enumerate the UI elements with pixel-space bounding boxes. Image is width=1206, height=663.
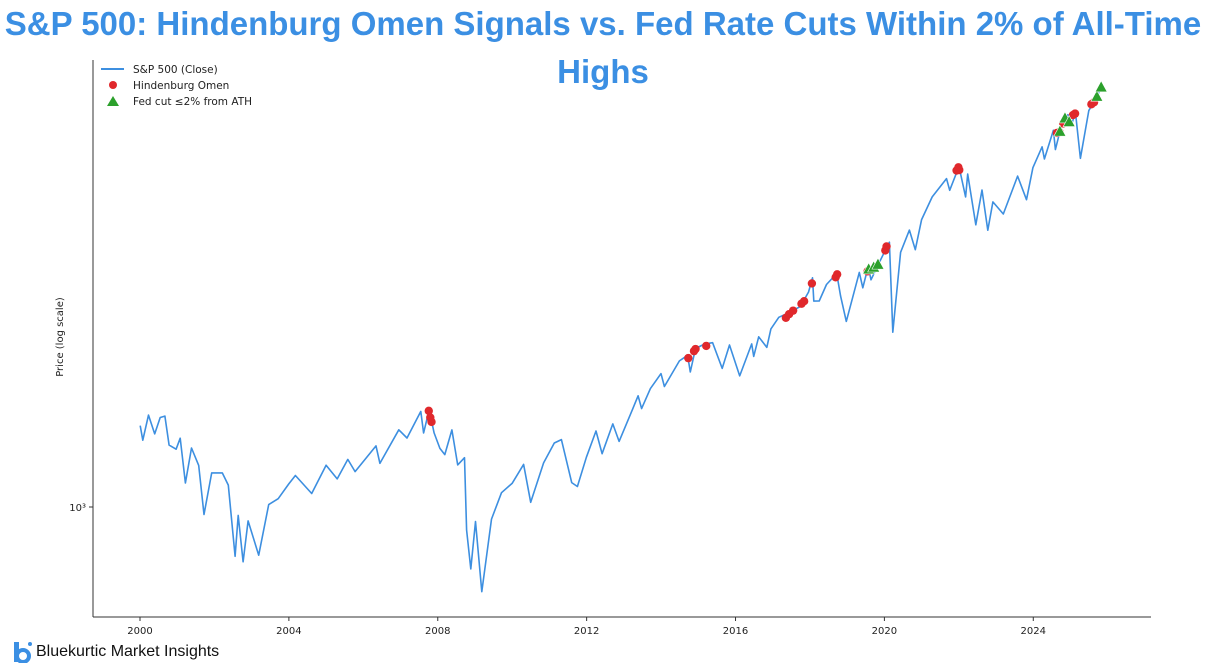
x-tick-label: 2024 [1021, 626, 1046, 637]
legend-label-omen: Hindenburg Omen [133, 80, 229, 92]
brand-name: Bluekurtic Market Insights [36, 642, 220, 660]
legend-label-fed-cut: Fed cut ≤2% from ATH [133, 96, 252, 108]
omen-point [427, 417, 436, 427]
omen-point [832, 270, 842, 279]
omen-point [702, 341, 711, 351]
omen-point [1070, 109, 1080, 118]
x-tick-label: 2012 [574, 626, 599, 637]
omen-markers [424, 98, 1099, 427]
x-tick-label: 2020 [872, 626, 897, 637]
bluekurtic-logo-icon [14, 642, 32, 663]
fed-cut-markers [862, 80, 1108, 275]
axes [92, 60, 1151, 618]
x-tick-label: 2004 [276, 626, 301, 637]
y-axis-label: Price (log scale) [55, 297, 66, 377]
x-tick-label: 2008 [425, 626, 450, 637]
omen-point [424, 406, 433, 416]
omen-point [807, 279, 817, 288]
series-line-sp500 [139, 87, 1102, 593]
omen-point [691, 344, 700, 354]
omen-point [882, 242, 891, 251]
chart-title: S&P 500: Hindenburg Omen Signals vs. Fed… [4, 5, 1202, 90]
omen-point [788, 306, 798, 315]
fed-cut-point [1094, 80, 1108, 93]
legend-label-sp500: S&P 500 (Close) [133, 64, 218, 76]
y-tick-label: 10³ [69, 503, 86, 514]
brand-logo: Bluekurtic Market Insights [4, 640, 219, 663]
y-ticks: 10³ [69, 503, 93, 514]
x-tick-label: 2016 [723, 626, 748, 637]
fed-cut-point [1090, 89, 1104, 102]
legend-circle-swatch [109, 81, 117, 89]
fed-cut-point [1062, 114, 1076, 127]
omen-point [684, 353, 693, 363]
legend: S&P 500 (Close) Hindenburg Omen Fed cut … [101, 64, 252, 108]
x-tick-label: 2000 [127, 626, 152, 637]
omen-point [955, 165, 964, 175]
fed-cut-point [1053, 124, 1067, 137]
x-ticks: 2000 2004 2008 2012 2016 2020 2024 [127, 617, 1046, 637]
legend-triangle-swatch [107, 96, 119, 106]
omen-point [799, 296, 809, 306]
fed-cut-point [871, 257, 885, 270]
